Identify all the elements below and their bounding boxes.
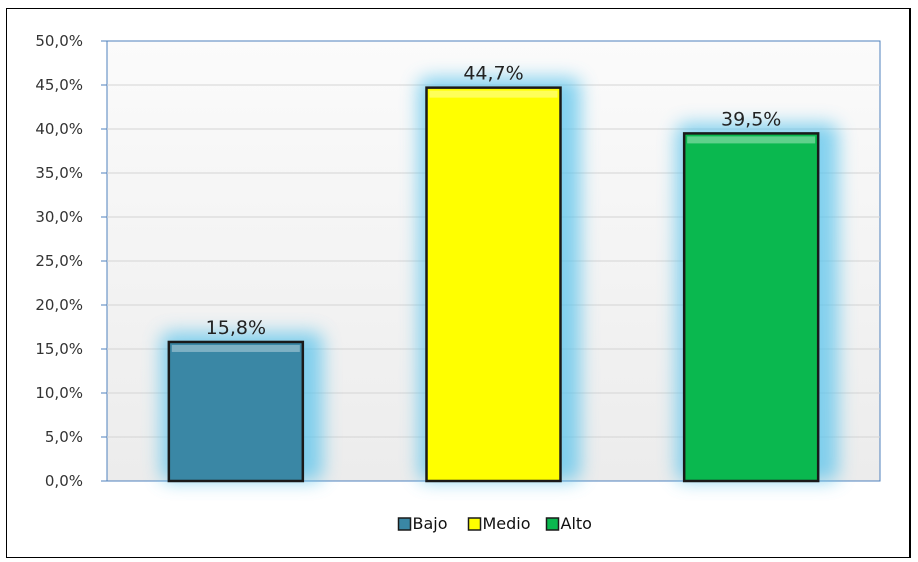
bar-alto <box>682 132 820 483</box>
bar-highlight-alto <box>687 136 816 144</box>
legend-swatch-alto <box>545 517 560 531</box>
y-tick-label: 35,0% <box>35 164 83 182</box>
legend-label-bajo: Bajo <box>413 514 448 533</box>
data-label-bajo: 15,8% <box>206 317 266 339</box>
legend-label-medio: Medio <box>483 514 531 533</box>
bar-highlight-bajo <box>171 344 300 352</box>
chart-frame: 0,0% 5,0% 10,0% 15,0% 20,0% 25,0% 30,0% 35,0% 40… <box>6 8 911 558</box>
y-tick-label: 5,0% <box>45 428 83 446</box>
y-tick-label: 15,0% <box>35 340 83 358</box>
y-tick-label: 45,0% <box>35 76 83 94</box>
legend-swatch-bajo <box>397 517 412 531</box>
y-tick-label: 20,0% <box>35 296 83 314</box>
y-tick-label: 30,0% <box>35 208 83 226</box>
bar-chart: 0,0% 5,0% 10,0% 15,0% 20,0% 25,0% 30,0% 35,0% 40… <box>35 32 881 533</box>
y-tick-label: 40,0% <box>35 120 83 138</box>
bar-bajo <box>167 340 305 483</box>
y-tick-label: 10,0% <box>35 384 83 402</box>
bars <box>160 77 839 483</box>
legend-swatch-medio <box>467 517 482 531</box>
data-label-alto: 39,5% <box>721 108 781 130</box>
data-labels: 15,8% 44,7% 39,5% <box>206 63 782 339</box>
legend: Bajo Medio Alto <box>397 514 592 533</box>
bar-highlight-medio <box>429 90 558 98</box>
y-tick-label: 50,0% <box>35 32 83 50</box>
data-label-medio: 44,7% <box>463 63 523 85</box>
y-axis: 0,0% 5,0% 10,0% 15,0% 20,0% 25,0% 30,0% 35,0% 40… <box>35 32 107 490</box>
y-tick-label: 25,0% <box>35 252 83 270</box>
bar-medio <box>425 86 562 483</box>
legend-label-alto: Alto <box>561 514 592 533</box>
y-tick-label: 0,0% <box>45 472 83 490</box>
